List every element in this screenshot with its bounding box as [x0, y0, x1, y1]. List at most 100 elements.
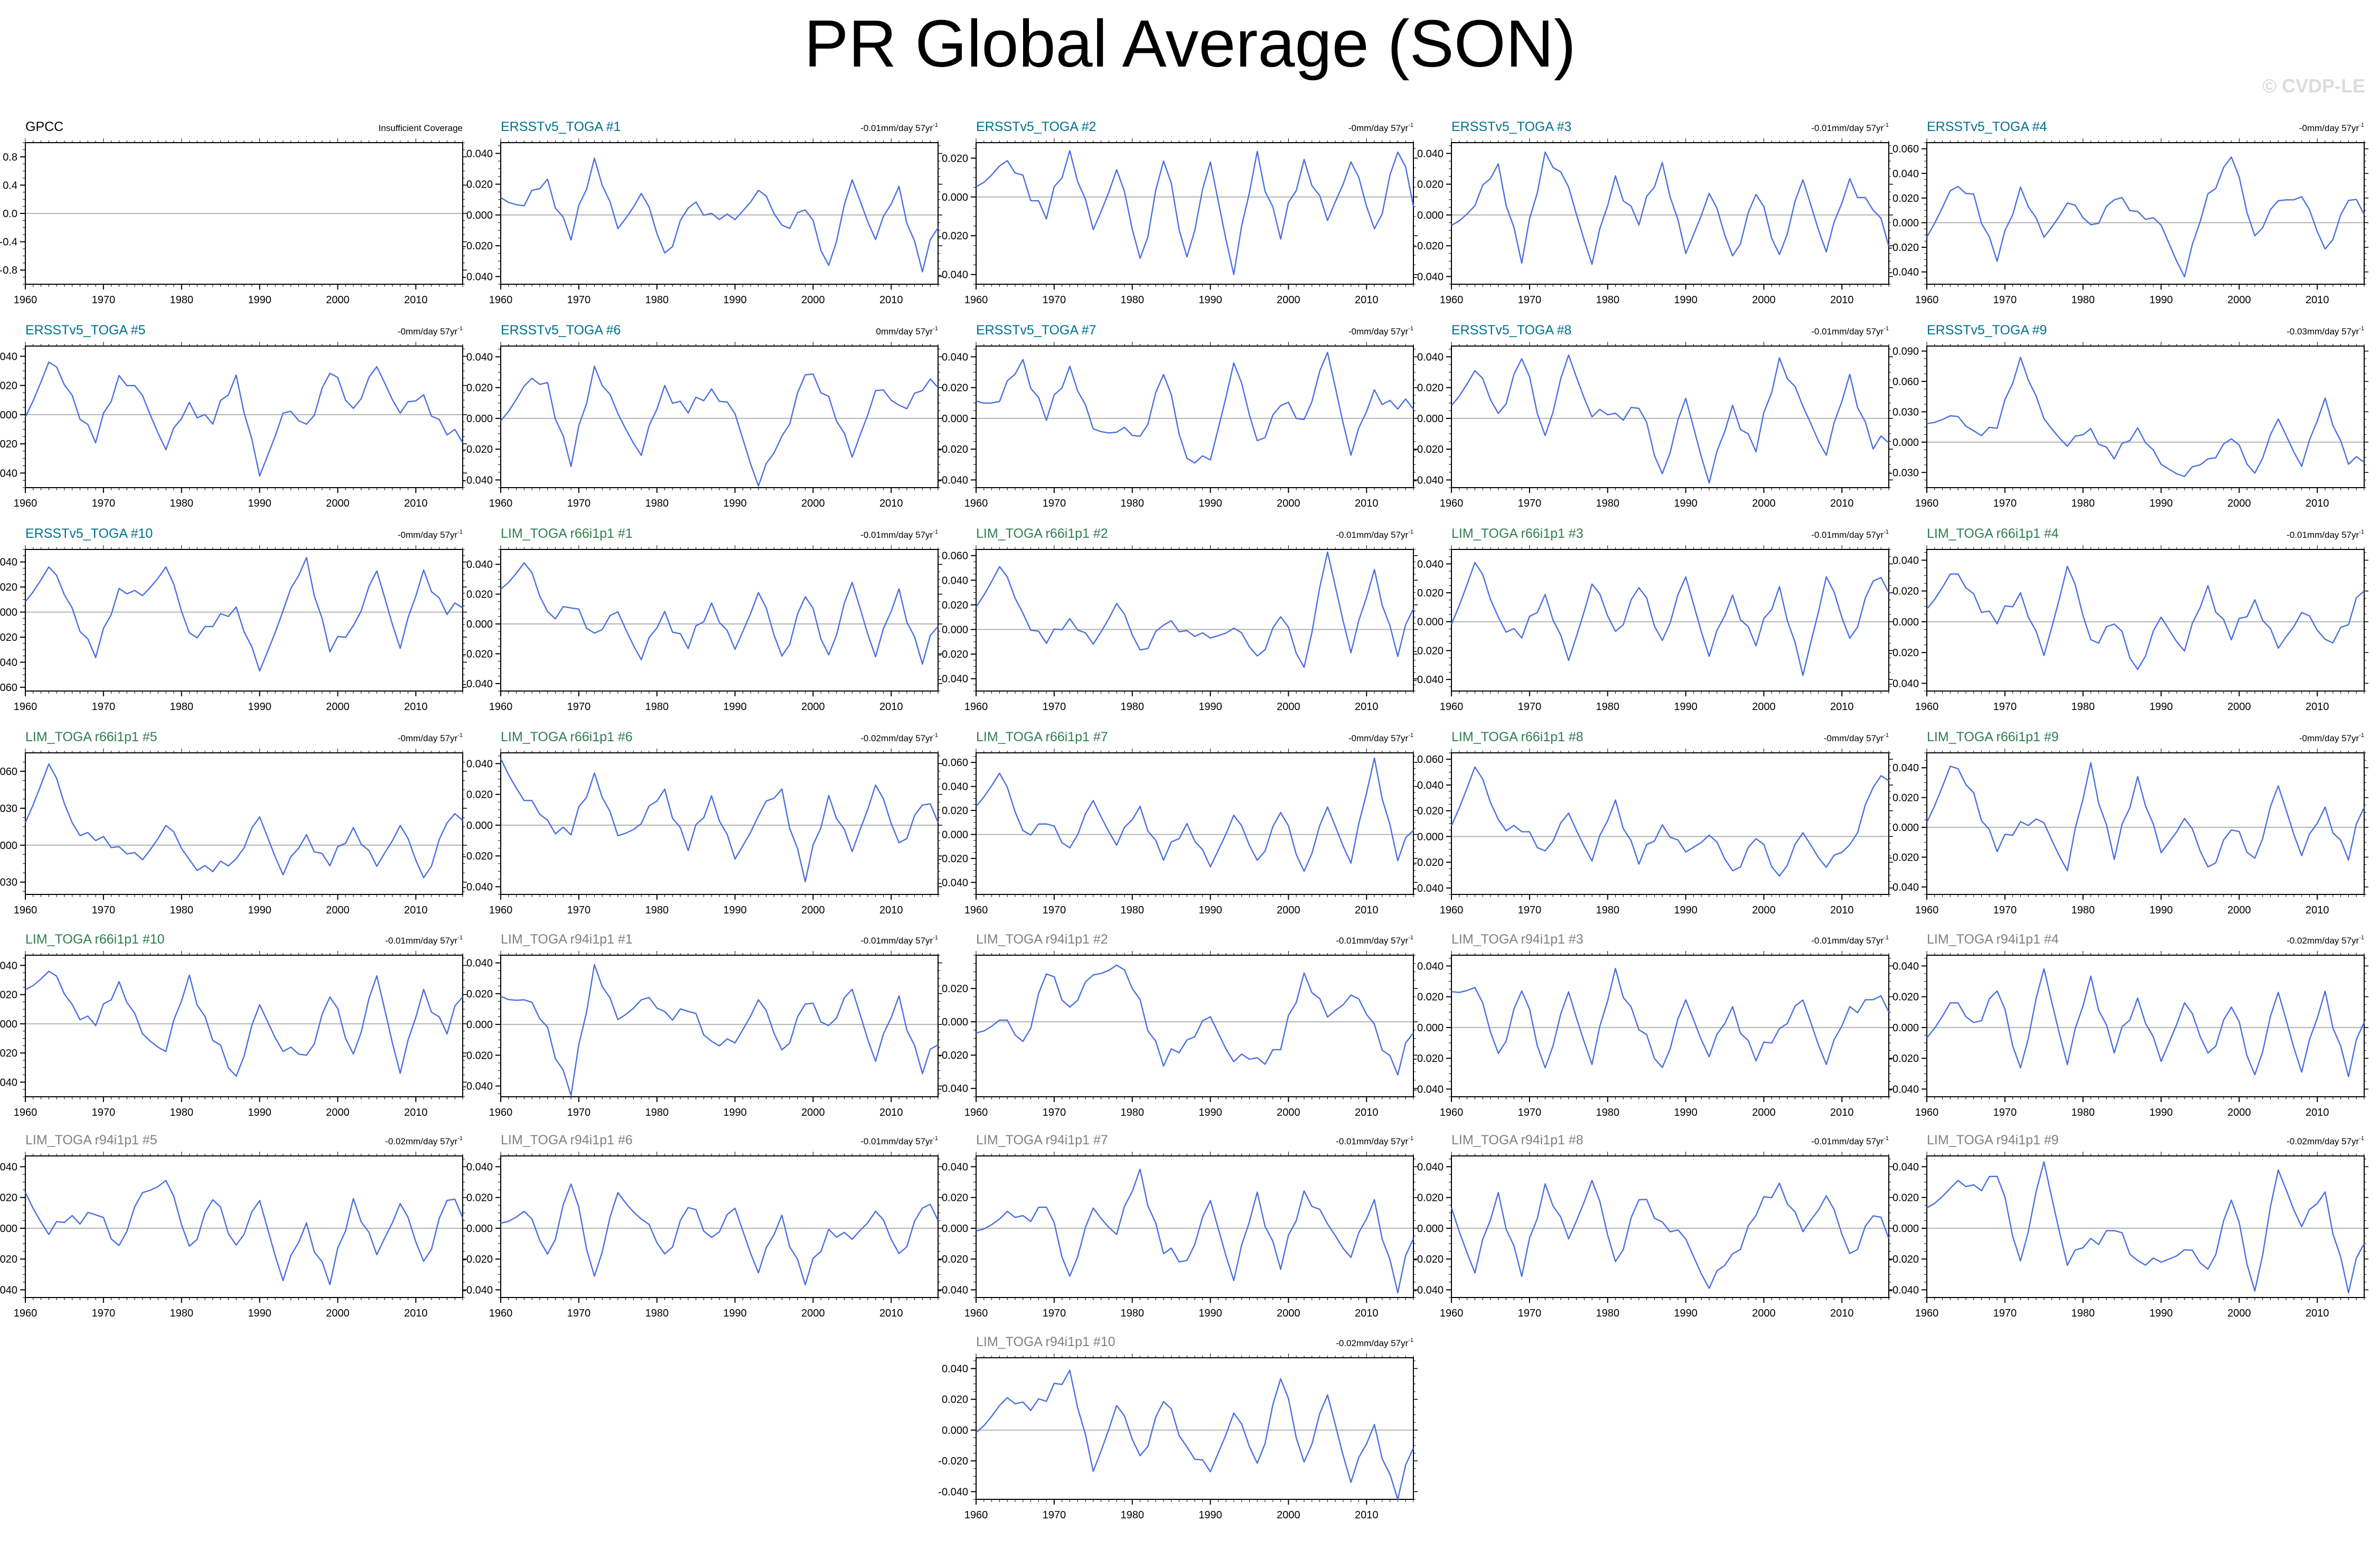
panel-title: LIM_TOGA r66i1p1 #9 [1927, 730, 2059, 744]
y-tick-label: 0.040 [466, 148, 493, 160]
y-tick-label: -0.020 [938, 853, 968, 865]
y-tick-label: 0.040 [942, 575, 968, 586]
y-tick-label: 0.8 [3, 152, 17, 163]
series-line [976, 551, 1414, 668]
x-tick-label: 1980 [645, 701, 669, 713]
y-tick-label: -0.060 [0, 682, 17, 694]
panel-title: ERSSTv5_TOGA #2 [976, 119, 1096, 134]
x-tick-label: 1980 [170, 498, 193, 509]
x-tick-label: 1980 [170, 1107, 193, 1118]
panel-trend: -0mm/day 57yr-1 [1348, 325, 1413, 337]
y-tick-label: 0.040 [0, 557, 17, 568]
y-tick-label: -0.040 [938, 269, 968, 281]
x-tick-label: 1960 [1915, 294, 1939, 306]
panel-trend: -0mm/day 57yr-1 [1348, 122, 1413, 133]
y-tick-label: 0.020 [466, 589, 493, 601]
y-tick-label: 0.020 [1417, 587, 1444, 599]
x-tick-label: 1960 [14, 904, 38, 916]
x-tick-label: 2000 [2227, 904, 2251, 916]
panel-title: GPCC [25, 119, 63, 134]
panel-frame [976, 142, 1414, 285]
panel-trend: -0mm/day 57yr-1 [2299, 122, 2364, 133]
y-tick-label: -0.020 [1413, 645, 1444, 657]
x-tick-label: 1990 [1198, 701, 1222, 713]
y-tick-label: 0.000 [942, 1223, 968, 1235]
x-tick-label: 1970 [567, 1308, 591, 1319]
x-tick-label: 1970 [567, 498, 591, 509]
panel-title: ERSSTv5_TOGA #7 [976, 323, 1096, 338]
panel-title: ERSSTv5_TOGA #8 [1451, 323, 1571, 338]
x-tick-label: 1990 [2149, 1107, 2173, 1118]
y-tick-label: 0.060 [942, 550, 968, 562]
x-tick-label: 2010 [1355, 294, 1379, 306]
panel-frame [25, 549, 463, 692]
y-tick-label: 0.000 [942, 1016, 968, 1028]
trend-exponent: -1 [2359, 935, 2364, 941]
x-tick-label: 1990 [723, 498, 747, 509]
y-tick-label: -0.020 [938, 444, 968, 455]
x-tick-label: 2000 [2227, 701, 2251, 713]
trend-exponent: -1 [933, 122, 938, 128]
y-tick-label: 0.060 [1892, 376, 1919, 388]
y-tick-label: -0.020 [938, 1254, 968, 1265]
panel-frame [500, 955, 939, 1097]
y-tick-label: 0.000 [466, 1223, 493, 1235]
y-tick-label: -0.040 [1889, 1084, 1919, 1095]
trend-exponent: -1 [1408, 529, 1413, 535]
panel-title: LIM_TOGA r66i1p1 #2 [976, 526, 1108, 541]
y-tick-label: 0.030 [0, 803, 17, 815]
panel-frame [1451, 549, 1889, 692]
panel-trend: -0.02mm/day 57yr-1 [860, 732, 938, 743]
panel-frame [500, 752, 939, 895]
page-title: PR Global Average (SON) [804, 6, 1576, 81]
chart-panel: LIM_TOGA r66i1p1 #5 -0mm/day 57yr-1 0.060 0… [0, 730, 467, 916]
panel-title: LIM_TOGA r66i1p1 #3 [1451, 526, 1583, 541]
y-tick-label: 0.020 [1417, 179, 1444, 191]
x-tick-label: 2010 [404, 904, 428, 916]
x-tick-label: 1970 [1518, 904, 1542, 916]
x-tick-label: 1990 [2149, 498, 2173, 509]
y-tick-label: 0.040 [466, 958, 493, 969]
x-tick-label: 1960 [964, 1107, 988, 1118]
x-tick-label: 1960 [1915, 904, 1939, 916]
y-tick-label: -0.030 [1889, 467, 1919, 479]
y-tick-label: 0.040 [942, 1161, 968, 1173]
x-tick-label: 1990 [1198, 1107, 1222, 1118]
x-tick-label: 1960 [1440, 498, 1464, 509]
y-tick-label: 0.040 [466, 1161, 493, 1173]
y-tick-label: 0.020 [466, 988, 493, 1000]
series-line [500, 366, 939, 487]
chart-panel: LIM_TOGA r94i1p1 #3 -0.01mm/day 57yr-1 0.0… [1413, 932, 1893, 1118]
x-tick-label: 1990 [248, 701, 271, 713]
x-tick-label: 1970 [567, 904, 591, 916]
x-tick-label: 2010 [879, 498, 903, 509]
y-tick-label: 0.000 [942, 829, 968, 841]
trend-exponent: -1 [1884, 935, 1889, 941]
panel-frame [500, 142, 939, 285]
x-tick-label: 2010 [1830, 701, 1854, 713]
x-tick-label: 1990 [1198, 294, 1222, 306]
series-line [25, 971, 463, 1077]
x-tick-label: 1980 [1596, 701, 1619, 713]
x-tick-label: 2000 [2227, 294, 2251, 306]
series-line [976, 351, 1414, 464]
panel-title: LIM_TOGA r66i1p1 #6 [501, 730, 633, 744]
panel-frame [976, 346, 1414, 488]
x-tick-label: 2010 [879, 1107, 903, 1118]
x-tick-label: 1960 [489, 294, 513, 306]
y-tick-label: -0.020 [463, 1050, 493, 1061]
trend-exponent: -1 [457, 732, 463, 739]
panel-trend: -0mm/day 57yr-1 [2299, 732, 2364, 743]
x-tick-label: 2010 [1830, 904, 1854, 916]
panel-trend: -0.01mm/day 57yr-1 [385, 935, 463, 946]
series-line [500, 157, 939, 273]
panel-trend: -0.03mm/day 57yr-1 [2287, 325, 2364, 337]
y-tick-label: 0.020 [0, 990, 17, 1001]
y-tick-label: 0.020 [1417, 806, 1444, 817]
x-tick-label: 2010 [2306, 701, 2329, 713]
x-tick-label: 1960 [964, 904, 988, 916]
chart-panel: LIM_TOGA r66i1p1 #1 -0.01mm/day 57yr-1 0.0… [463, 526, 942, 713]
panel-trend: -0mm/day 57yr-1 [1824, 732, 1889, 743]
chart-panel: ERSSTv5_TOGA #8 -0.01mm/day 57yr-1 0.040 0.… [1413, 323, 1893, 509]
trend-exponent: -1 [457, 325, 463, 332]
